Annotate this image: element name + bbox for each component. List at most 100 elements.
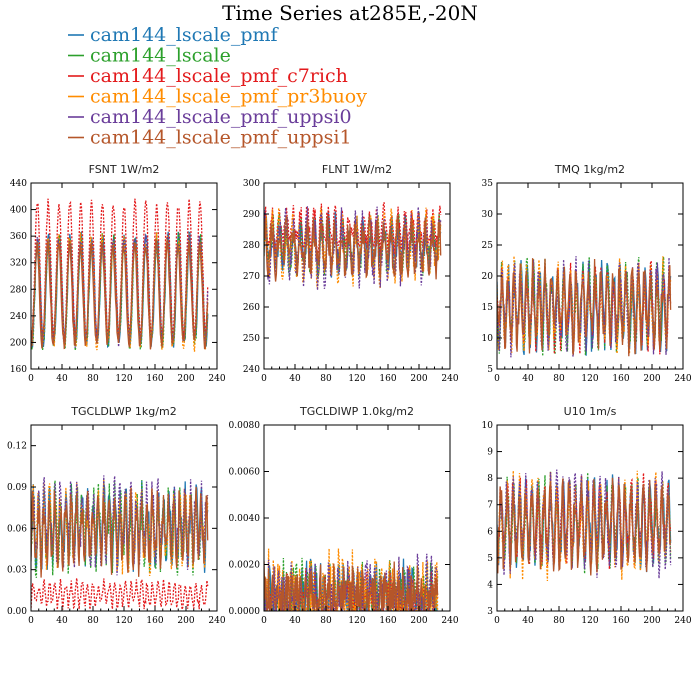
x-tick-label: 200 [410,374,427,384]
series-group [497,255,672,358]
x-tick-label: 160 [379,616,396,626]
x-tick-label: 80 [553,616,565,626]
legend-label: cam144_lscale_pmf [90,24,280,46]
x-tick-label: 120 [581,616,598,626]
y-tick-label: 3 [487,607,493,617]
series-line [31,578,209,611]
y-tick-label: 260 [243,303,260,313]
x-tick-label: 40 [56,616,68,626]
series-group [497,469,672,582]
y-tick-label: 160 [10,365,27,375]
x-tick-label: 160 [612,374,629,384]
x-tick-label: 80 [320,374,332,384]
panel-title: TGCLDLWP 1kg/m2 [70,405,176,418]
panel-title: FLNT 1W/m2 [322,163,392,176]
series-group [264,548,439,611]
y-tick-label: 0.0040 [229,514,261,524]
y-tick-label: 360 [10,232,27,242]
x-tick-label: 240 [441,374,458,384]
x-tick-label: 40 [522,616,534,626]
series-line [264,202,442,257]
y-tick-label: 0.03 [7,566,27,576]
figure-title: Time Series at285E,-20N [222,1,478,25]
legend-label: cam144_lscale_pmf_pr3buoy [90,86,367,108]
legend-label: cam144_lscale [90,45,231,67]
series-line [31,238,209,350]
plot-frame [263,182,451,370]
x-tick-label: 240 [674,374,691,384]
series-line [497,477,672,576]
x-tick-label: 0 [261,374,267,384]
y-tick-label: 240 [10,312,27,322]
x-tick-label: 120 [581,374,598,384]
y-tick-label: 30 [482,210,494,220]
x-tick-label: 240 [208,616,225,626]
y-tick-label: 280 [243,241,260,251]
x-tick-label: 200 [410,616,427,626]
y-tick-label: 300 [243,179,260,189]
x-tick-label: 120 [115,616,132,626]
y-tick-label: 4 [487,580,493,590]
y-tick-label: 290 [243,210,260,220]
x-tick-label: 80 [87,616,99,626]
x-tick-label: 0 [28,616,34,626]
x-tick-label: 160 [146,616,163,626]
series-group [31,198,209,352]
legend-label: cam144_lscale_pmf_uppsi0 [90,106,352,128]
y-tick-label: 400 [10,206,27,216]
y-tick-label: 25 [482,241,494,251]
x-tick-label: 200 [177,374,194,384]
y-tick-label: 0.00 [7,607,27,617]
panel-title: TMQ 1kg/m2 [554,163,625,176]
x-tick-label: 80 [87,374,99,384]
chart-panel: TGCLDIWP 1.0kg/m2 0 40 80 120 160 200 240 0.0000… [229,405,459,626]
x-tick-label: 240 [208,374,225,384]
y-tick-label: 0.0020 [229,561,261,571]
y-tick-label: 240 [243,365,260,375]
x-tick-label: 40 [522,374,534,384]
legend-label: cam144_lscale_pmf_c7rich [90,65,348,87]
series-line [264,561,439,611]
series-group [264,202,442,291]
series-line [264,215,442,282]
x-tick-label: 0 [261,616,267,626]
y-tick-label: 10 [482,334,494,344]
x-tick-label: 120 [115,374,132,384]
x-tick-label: 120 [348,616,365,626]
y-tick-label: 8 [487,474,493,484]
y-tick-label: 20 [482,272,494,282]
series-line [264,553,439,611]
chart-panel: TMQ 1kg/m2 0 40 80 120 160 200 240 5 10 15 20 25 30 35 [482,163,692,384]
y-tick-label: 35 [482,179,494,189]
x-tick-label: 200 [177,616,194,626]
series-line [264,206,442,291]
y-tick-label: 0.12 [7,442,27,452]
y-tick-label: 10 [482,421,494,431]
x-tick-label: 240 [674,616,691,626]
x-tick-label: 0 [494,616,500,626]
panel-title: FSNT 1W/m2 [89,163,160,176]
series-line [31,478,209,578]
x-tick-label: 120 [348,374,365,384]
panel-title: TGCLDIWP 1.0kg/m2 [299,405,414,418]
x-tick-label: 40 [56,374,68,384]
y-tick-label: 200 [10,338,27,348]
x-tick-label: 160 [379,374,396,384]
y-tick-label: 5 [487,365,493,375]
x-tick-label: 160 [146,374,163,384]
series-group [31,475,209,611]
series-line [31,486,209,578]
x-tick-label: 240 [441,616,458,626]
legend: cam144_lscale_pmfcam144_lscalecam144_lsc… [68,24,367,149]
series-line [497,258,672,357]
y-tick-label: 320 [10,259,27,269]
y-tick-label: 9 [487,448,493,458]
panels: FSNT 1W/m20 40 80 120 160 200 2401602002402803… [7,163,692,626]
x-tick-label: 80 [553,374,565,384]
x-tick-label: 40 [289,374,301,384]
chart-panel: TGCLDLWP 1kg/m2 0 40 80 120 160 200 240 0.00 0.03… [7,405,226,626]
y-tick-label: 5 [487,554,493,564]
x-tick-label: 200 [643,616,660,626]
y-tick-label: 6 [487,527,493,537]
